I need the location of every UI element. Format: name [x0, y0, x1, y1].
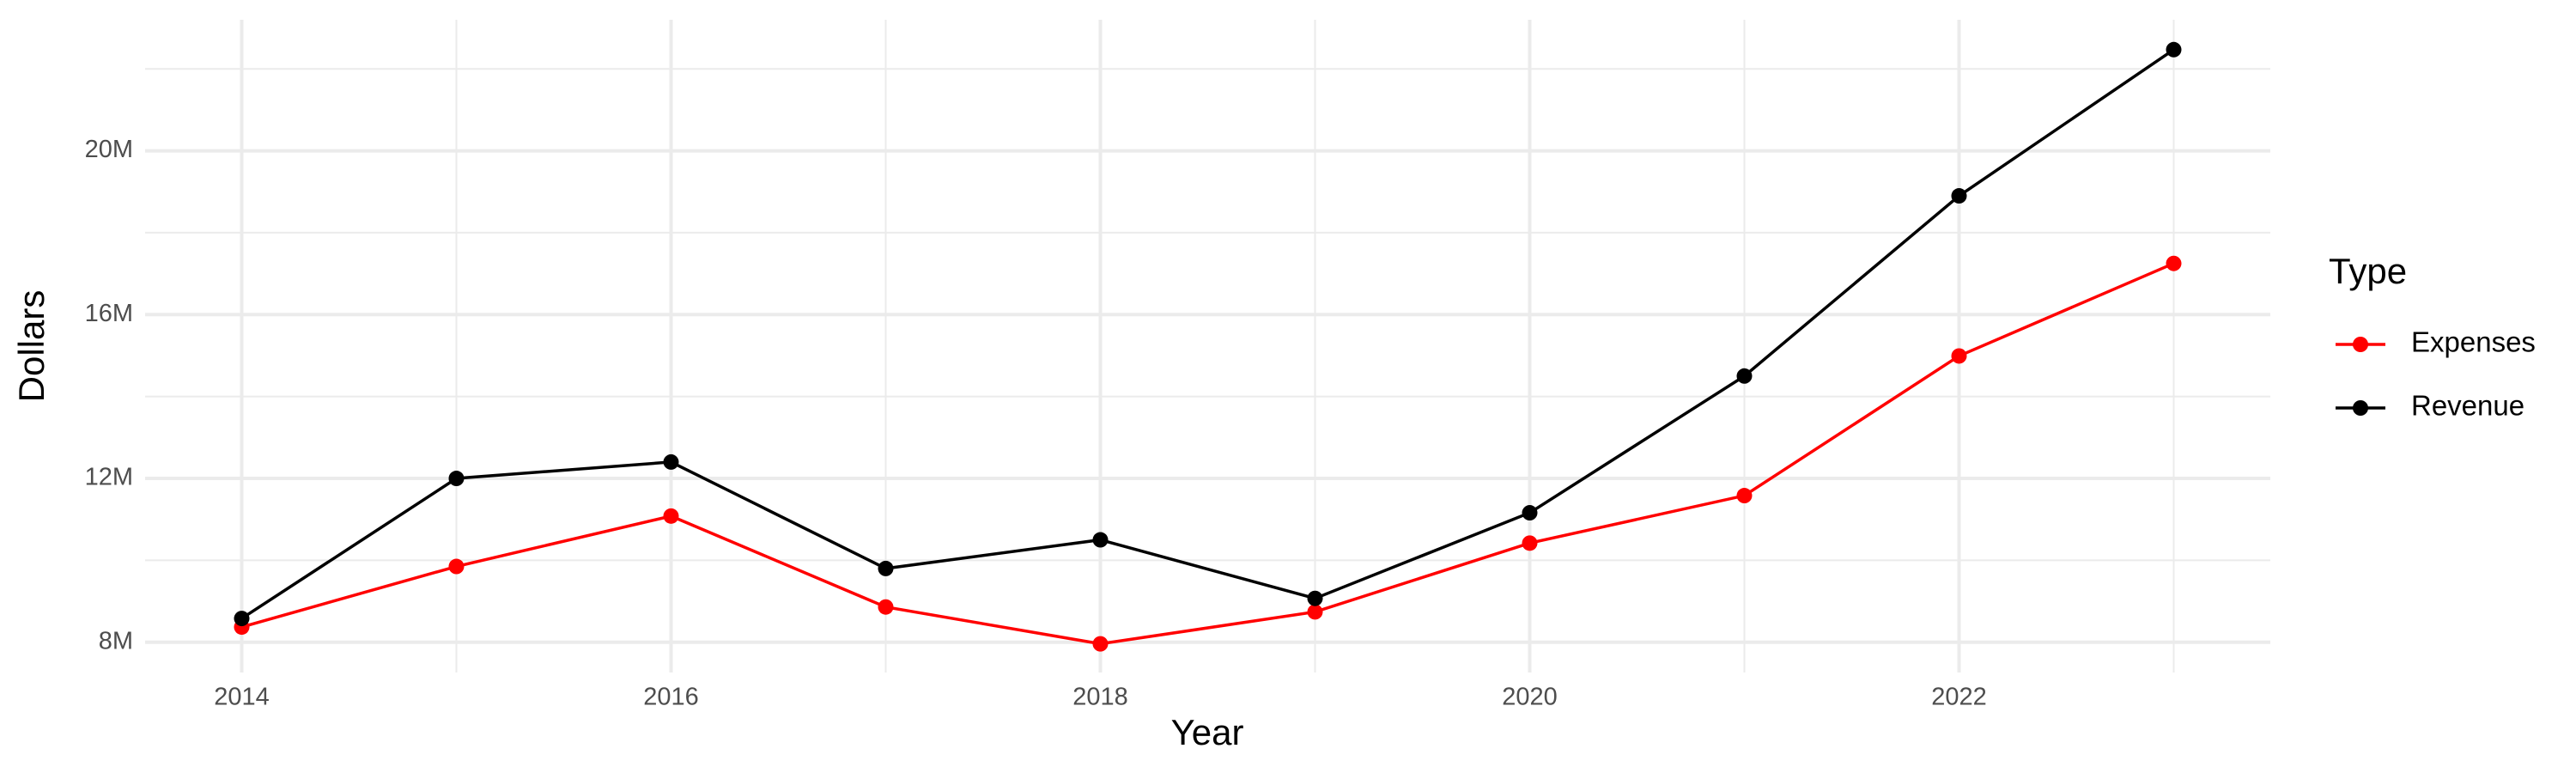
- data-point: [1092, 532, 1109, 548]
- legend-title: Type: [2329, 251, 2407, 291]
- data-point: [878, 560, 894, 576]
- data-point: [234, 611, 250, 627]
- legend-marker: [2353, 400, 2368, 416]
- data-point: [1307, 604, 1323, 620]
- data-point: [1951, 188, 1967, 204]
- y-tick-label: 20M: [85, 136, 133, 163]
- x-tick-label: 2022: [1931, 684, 1987, 711]
- x-tick-label: 2020: [1502, 684, 1558, 711]
- data-point: [878, 599, 894, 615]
- data-point: [1951, 348, 1967, 364]
- x-tick-label: 2018: [1072, 684, 1128, 711]
- data-point: [1307, 590, 1323, 606]
- y-tick-label: 16M: [85, 300, 133, 327]
- grid: [145, 20, 2270, 673]
- legend-label: Revenue: [2411, 390, 2524, 422]
- x-axis-title: Year: [1171, 712, 1244, 752]
- data-point: [663, 453, 679, 470]
- data-point: [1522, 535, 1538, 551]
- data-point: [2166, 41, 2182, 58]
- y-tick-label: 8M: [99, 627, 133, 654]
- data-point: [2166, 255, 2182, 271]
- data-point: [1522, 505, 1538, 521]
- data-point: [1736, 368, 1753, 384]
- y-tick-label: 12M: [85, 464, 133, 491]
- data-point: [1092, 636, 1109, 652]
- x-tick-label: 2014: [214, 684, 270, 711]
- series-line: [241, 262, 2175, 646]
- data-point: [448, 558, 465, 575]
- data-point: [663, 508, 679, 524]
- data-point: [1736, 488, 1753, 504]
- x-tick-label: 2016: [643, 684, 699, 711]
- series-line: [240, 48, 2175, 620]
- y-axis-title: Dollars: [11, 290, 52, 403]
- legend-label: Expenses: [2411, 326, 2536, 358]
- legend-marker: [2353, 337, 2368, 352]
- data-point: [448, 471, 465, 487]
